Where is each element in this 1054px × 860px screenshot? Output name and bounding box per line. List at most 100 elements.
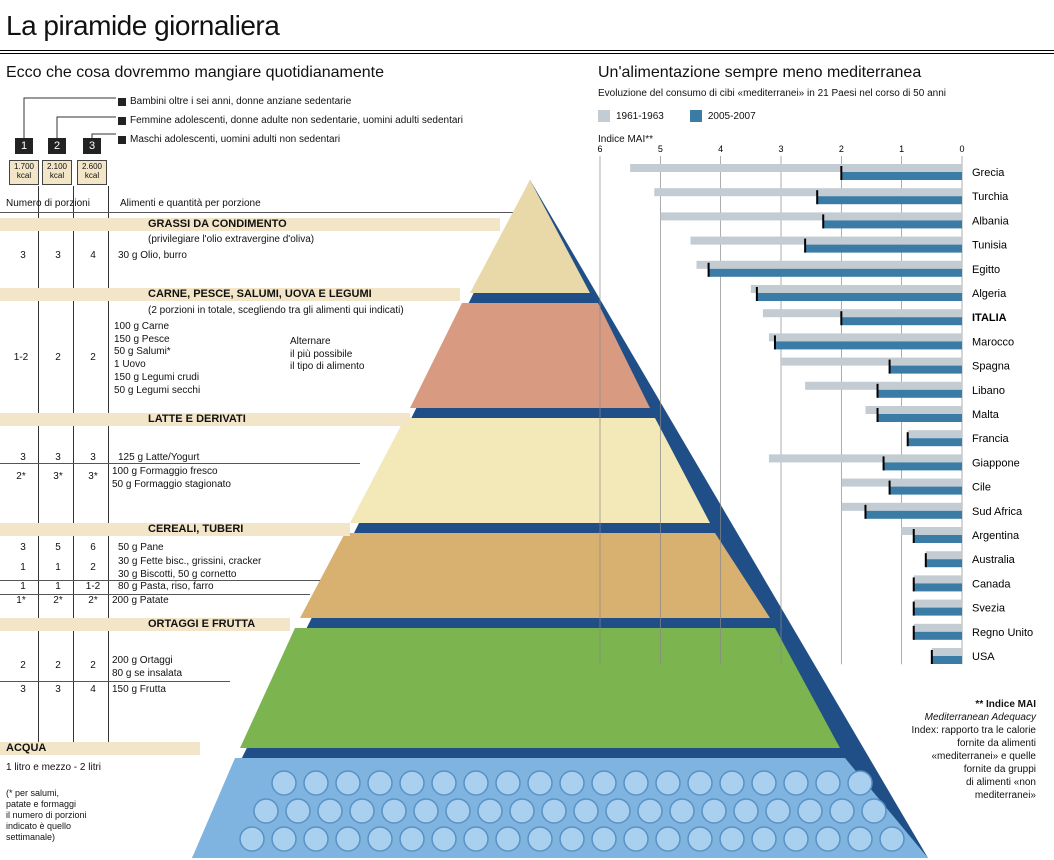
bar-1961-italia	[762, 309, 962, 318]
bar-1961-libano	[805, 381, 962, 390]
water-bottle-icon	[591, 826, 617, 852]
water-bottle-icon	[829, 798, 855, 824]
bar-1961-canada	[913, 575, 962, 584]
group-carne-title: CARNE, PESCE, SALUMI, UOVA E LEGUMI	[148, 288, 372, 300]
water-bottle-icon	[701, 798, 727, 824]
carne-aside-3: il tipo di alimento	[290, 361, 365, 373]
mai-note: ** Indice MAI Mediterranean Adequacy Ind…	[896, 698, 1036, 802]
col-divider-1	[38, 186, 39, 742]
cereali3-food: 80 g Pasta, riso, farro	[118, 581, 214, 592]
col-divider-2	[73, 186, 74, 742]
chart-subtitle: Evoluzione del consumo di cibi «mediterr…	[598, 88, 946, 99]
bar-2005-francia	[907, 438, 962, 447]
mai-note-line-4: «mediterranei» e quelle	[931, 751, 1036, 762]
latte2-p3: 3*	[88, 471, 98, 482]
profile-2-number: 2	[48, 138, 66, 154]
water-bottle-icon	[463, 826, 489, 852]
group-grassi-title: GRASSI DA CONDIMENTO	[148, 218, 287, 230]
frutta-food: 150 g Frutta	[112, 684, 166, 695]
bar-2005-argentina	[913, 535, 962, 543]
bar-2005-sud-africa	[865, 510, 962, 519]
mai-note-head: ** Indice MAI	[975, 699, 1036, 710]
water-bottle-icon	[637, 798, 663, 824]
water-bottle-icon	[719, 826, 745, 852]
profile-3-kcal: 2.600 kcal	[77, 160, 107, 185]
category-label: Marocco	[972, 336, 1014, 348]
grassi-p2: 3	[55, 250, 61, 261]
profile-3-label: Maschi adolescenti, uomini adulti non se…	[130, 134, 341, 145]
carne-food-4: 1 Uovo	[114, 359, 146, 371]
water-bottle-icon	[655, 770, 681, 796]
title-rule-2	[0, 53, 1054, 54]
ortaggi-p1: 2	[20, 660, 26, 671]
mai-note-line-6: di alimenti «non	[965, 777, 1036, 788]
x-tick-label: 2	[839, 144, 844, 154]
bar-1961-malta	[865, 406, 962, 414]
legend-label-2005: 2005-2007	[707, 110, 756, 122]
ortaggi-p2: 2	[55, 660, 61, 671]
carne-p1: 1-2	[13, 352, 29, 363]
pyramid-vegetables-layer	[240, 628, 840, 748]
bar-2005-grecia	[841, 172, 962, 180]
bar-2005-turchia	[817, 196, 962, 205]
water-bottle-icon	[751, 770, 777, 796]
carne-aside-1: Alternare	[290, 336, 331, 347]
water-bottle-icon	[687, 770, 713, 796]
footnote-line-5: settimanale)	[6, 832, 56, 842]
pyramid-dairy-layer	[350, 418, 710, 523]
grassi-p1: 3	[20, 250, 26, 261]
portions-header: Numero di porzioni	[6, 198, 90, 209]
bar-2005-libano	[877, 389, 962, 398]
profile-1-kcal: 1.700 kcal	[9, 160, 39, 185]
water-bottle-icon	[687, 826, 713, 852]
grassi-p3: 4	[90, 250, 96, 261]
footnote-line-4: indicato è quello	[6, 821, 72, 831]
footnote-line-3: il numero di porzioni	[6, 810, 87, 820]
foods-header: Alimenti e quantità per porzione	[120, 198, 261, 209]
water-bottle-icon	[527, 770, 553, 796]
cereali-rule-1	[0, 580, 320, 581]
water-bottle-icon	[783, 770, 809, 796]
pyramid-fats-layer	[470, 180, 590, 293]
carne-aside: Alternare il più possibile il tipo di al…	[290, 336, 364, 374]
ortaggi-rule	[0, 681, 230, 682]
bar-1961-grecia	[630, 164, 962, 172]
ortaggi-p3: 2	[90, 660, 96, 671]
x-tick-label: 5	[658, 144, 663, 154]
header-rule	[0, 212, 520, 213]
bar-1961-sud-africa	[841, 502, 962, 511]
band-grassi	[0, 218, 500, 231]
water-bottle-icon	[431, 826, 457, 852]
water-bottle-icon	[253, 798, 279, 824]
category-label: Argentina	[972, 530, 1020, 542]
bar-2005-regno-unito	[913, 631, 962, 640]
water-bottle-icon	[349, 798, 375, 824]
water-bottles	[239, 770, 905, 852]
water-bottle-icon	[445, 798, 471, 824]
bar-2005-cile	[889, 486, 962, 495]
col-divider-3	[108, 186, 109, 742]
group-ortaggi-title: ORTAGGI E FRUTTA	[148, 618, 256, 630]
latte2-p2: 3*	[53, 471, 63, 482]
carne-food-2: 150 g Pesce	[114, 333, 170, 345]
category-label: Tunisia	[972, 240, 1008, 252]
bar-2005-svezia	[913, 607, 962, 616]
footnote-line-1: (* per salumi,	[6, 788, 60, 798]
water-bottle-icon	[367, 770, 393, 796]
cereali1-p2: 5	[55, 542, 61, 553]
water-bottle-icon	[367, 826, 393, 852]
carne-food-6: 50 g Legumi secchi	[114, 384, 201, 396]
ortaggi-foods: 200 g Ortaggi 80 g se insalata	[112, 654, 182, 680]
mai-bar-chart: 6 5 4 3 2 1 0 Grecia Turchia Albania Tunisia Egitto…	[597, 144, 1033, 665]
group-cereali-title: CEREALI, TUBERI	[148, 523, 244, 535]
water-bottle-icon	[239, 826, 265, 852]
group-carne-note: (2 porzioni in totale, scegliendo tra gl…	[148, 305, 404, 316]
category-label: Giappone	[972, 457, 1020, 469]
footnote: (* per salumi, patate e formaggi il nume…	[6, 788, 87, 843]
x-tick-label: 6	[597, 144, 602, 154]
category-label: Turchia	[972, 191, 1009, 203]
water-bottle-icon	[815, 770, 841, 796]
category-label: Svezia	[972, 603, 1006, 615]
cereali2-foods: 30 g Fette bisc., grissini, cracker 30 g…	[118, 555, 261, 581]
bar-1961-argentina	[901, 527, 962, 535]
